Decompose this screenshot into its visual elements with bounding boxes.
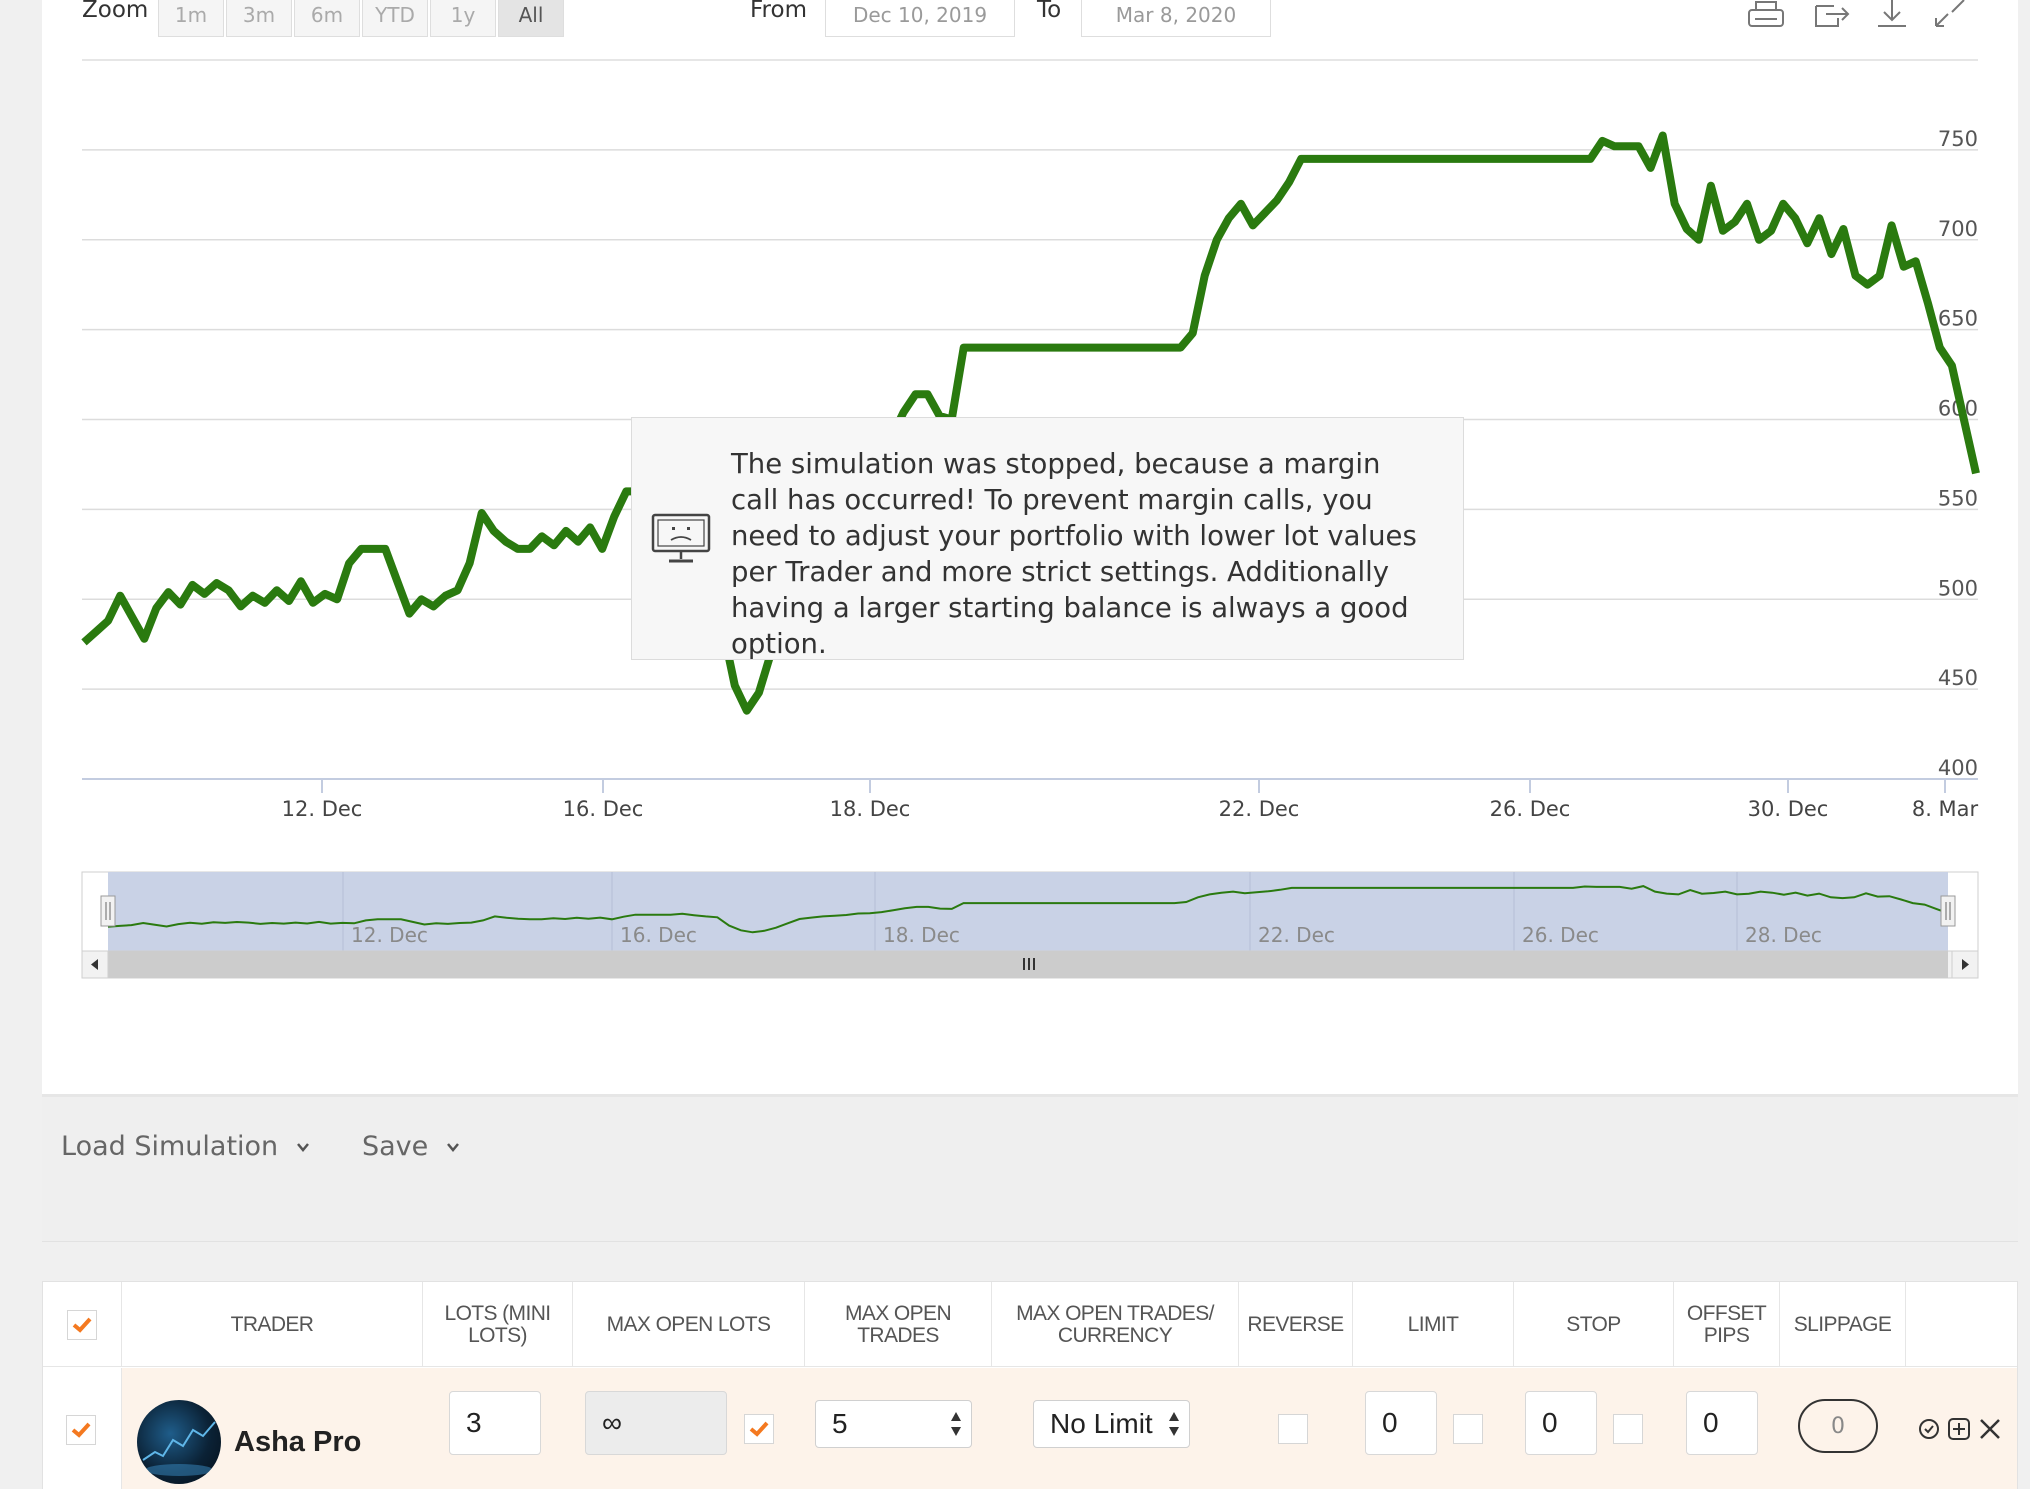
row-select-checkbox[interactable] bbox=[66, 1415, 96, 1445]
fullscreen-icon[interactable] bbox=[1930, 0, 1970, 30]
checkmark-icon bbox=[749, 1421, 769, 1437]
to-date-input[interactable]: Mar 8, 2020 bbox=[1081, 0, 1271, 37]
limit-input[interactable]: 0 bbox=[1365, 1391, 1437, 1455]
header-max-open-trades-currency: MAX OPEN TRADES/ CURRENCY bbox=[992, 1282, 1239, 1367]
trader-avatar bbox=[137, 1400, 221, 1484]
x-tick-label: 16. Dec bbox=[563, 797, 644, 821]
save-label: Save bbox=[362, 1131, 429, 1162]
x-tick-label: 22. Dec bbox=[1219, 797, 1300, 821]
header-limit: LIMIT bbox=[1353, 1282, 1514, 1367]
navigator-left-handle[interactable] bbox=[100, 895, 116, 927]
equity-chart: 12. Dec 16. Dec 18. Dec 22. Dec 26. Dec 30. D… bbox=[81, 59, 1980, 979]
series-line bbox=[81, 131, 1980, 715]
navigator-tick-label: 18. Dec bbox=[883, 923, 960, 947]
table-row: Asha Pro 3 ∞ 5 No Limit 0 0 0 0 bbox=[43, 1368, 2017, 1489]
zoom-ytd-button[interactable]: YTD bbox=[362, 0, 428, 37]
scroll-right-arrow-icon[interactable] bbox=[1951, 950, 1979, 979]
max-open-trades-currency-select[interactable]: No Limit bbox=[1033, 1400, 1190, 1448]
clock-icon[interactable] bbox=[1917, 1417, 1941, 1441]
navigator-tick-label: 16. Dec bbox=[620, 923, 697, 947]
y-tick-label: 550 bbox=[1938, 486, 1978, 510]
zoom-all-button[interactable]: All bbox=[498, 0, 564, 37]
max-open-trades-stepper[interactable]: 5 bbox=[815, 1400, 972, 1448]
table-header: TRADER LOTS (MINI LOTS) MAX OPEN LOTS MA… bbox=[43, 1282, 2017, 1367]
max-open-trades-value: 5 bbox=[832, 1408, 848, 1439]
zoom-label: Zoom bbox=[82, 0, 149, 23]
header-reverse: REVERSE bbox=[1239, 1282, 1353, 1367]
x-tick-label: 18. Dec bbox=[830, 797, 911, 821]
y-tick-label: 750 bbox=[1938, 127, 1978, 151]
max-open-lots-input[interactable]: ∞ bbox=[585, 1391, 727, 1455]
export-icon[interactable] bbox=[1812, 0, 1852, 30]
header-stop: STOP bbox=[1514, 1282, 1674, 1367]
load-simulation-label: Load Simulation bbox=[61, 1131, 279, 1162]
sad-monitor-icon bbox=[651, 513, 711, 563]
margin-call-message: The simulation was stopped, because a ma… bbox=[731, 448, 1417, 660]
add-icon[interactable] bbox=[1947, 1417, 1971, 1441]
stepper-arrows-icon[interactable] bbox=[949, 1409, 963, 1439]
max-open-lots-unlimited-checkbox[interactable] bbox=[744, 1414, 774, 1444]
reverse-checkbox[interactable] bbox=[1278, 1414, 1308, 1444]
navigator-tick-label: 28. Dec bbox=[1745, 923, 1822, 947]
stop-checkbox[interactable] bbox=[1613, 1414, 1643, 1444]
margin-call-dialog: The simulation was stopped, because a ma… bbox=[631, 417, 1464, 660]
x-tick-label: 30. Dec bbox=[1748, 797, 1829, 821]
chevron-down-icon bbox=[447, 1142, 460, 1152]
header-slippage: SLIPPAGE bbox=[1780, 1282, 1906, 1367]
limit-checkbox[interactable] bbox=[1453, 1414, 1483, 1444]
zoom-1m-button[interactable]: 1m bbox=[158, 0, 224, 37]
simulation-actions-bar: Load Simulation Save bbox=[42, 1094, 2018, 1242]
zoom-1y-button[interactable]: 1y bbox=[430, 0, 496, 37]
zoom-6m-button[interactable]: 6m bbox=[294, 0, 360, 37]
trader-name[interactable]: Asha Pro bbox=[234, 1426, 362, 1458]
select-arrows-icon bbox=[1169, 1412, 1179, 1436]
from-label: From bbox=[750, 0, 807, 23]
from-date-input[interactable]: Dec 10, 2019 bbox=[825, 0, 1015, 37]
stop-input[interactable]: 0 bbox=[1525, 1391, 1597, 1455]
scrollbar-grip-icon bbox=[1023, 958, 1035, 970]
header-select-all bbox=[43, 1282, 122, 1367]
checkmark-icon bbox=[71, 1422, 91, 1438]
navigator-tick-label: 12. Dec bbox=[351, 923, 428, 947]
navigator-selection[interactable] bbox=[108, 872, 1948, 951]
y-tick-label: 400 bbox=[1938, 756, 1978, 780]
navigator-series-line bbox=[107, 885, 1949, 934]
close-icon[interactable] bbox=[1978, 1417, 2002, 1441]
navigator-tick-label: 26. Dec bbox=[1522, 923, 1599, 947]
y-tick-label: 700 bbox=[1938, 217, 1978, 241]
y-tick-label: 500 bbox=[1938, 576, 1978, 600]
header-trader: TRADER bbox=[122, 1282, 423, 1367]
x-tick-label: 26. Dec bbox=[1490, 797, 1571, 821]
download-icon[interactable] bbox=[1872, 0, 1912, 30]
navigator-right-handle[interactable] bbox=[1940, 895, 1956, 927]
scroll-left-arrow-icon[interactable] bbox=[81, 950, 109, 979]
max-open-trades-currency-value: No Limit bbox=[1050, 1408, 1153, 1439]
checkmark-icon bbox=[72, 1317, 92, 1333]
to-label: To bbox=[1037, 0, 1062, 23]
save-dropdown[interactable]: Save bbox=[362, 1131, 460, 1162]
y-tick-label: 450 bbox=[1938, 666, 1978, 690]
x-tick-label: 12. Dec bbox=[282, 797, 363, 821]
x-tick-label: 8. Mar bbox=[1912, 797, 1979, 821]
load-simulation-dropdown[interactable]: Load Simulation bbox=[61, 1131, 310, 1162]
header-offset-pips: OFFSET PIPS bbox=[1674, 1282, 1780, 1367]
traders-table: TRADER LOTS (MINI LOTS) MAX OPEN LOTS MA… bbox=[42, 1281, 2018, 1489]
select-all-checkbox[interactable] bbox=[67, 1309, 97, 1340]
header-max-open-lots: MAX OPEN LOTS bbox=[573, 1282, 805, 1367]
header-max-open-trades: MAX OPEN TRADES bbox=[805, 1282, 992, 1367]
chevron-down-icon bbox=[297, 1142, 310, 1152]
offset-pips-input[interactable]: 0 bbox=[1686, 1391, 1758, 1455]
lots-input[interactable]: 3 bbox=[449, 1391, 541, 1455]
slippage-input[interactable]: 0 bbox=[1798, 1399, 1878, 1453]
navigator-tick-label: 22. Dec bbox=[1258, 923, 1335, 947]
y-tick-label: 650 bbox=[1938, 307, 1978, 331]
print-icon[interactable] bbox=[1746, 0, 1786, 30]
header-lots: LOTS (MINI LOTS) bbox=[423, 1282, 573, 1367]
zoom-3m-button[interactable]: 3m bbox=[226, 0, 292, 37]
